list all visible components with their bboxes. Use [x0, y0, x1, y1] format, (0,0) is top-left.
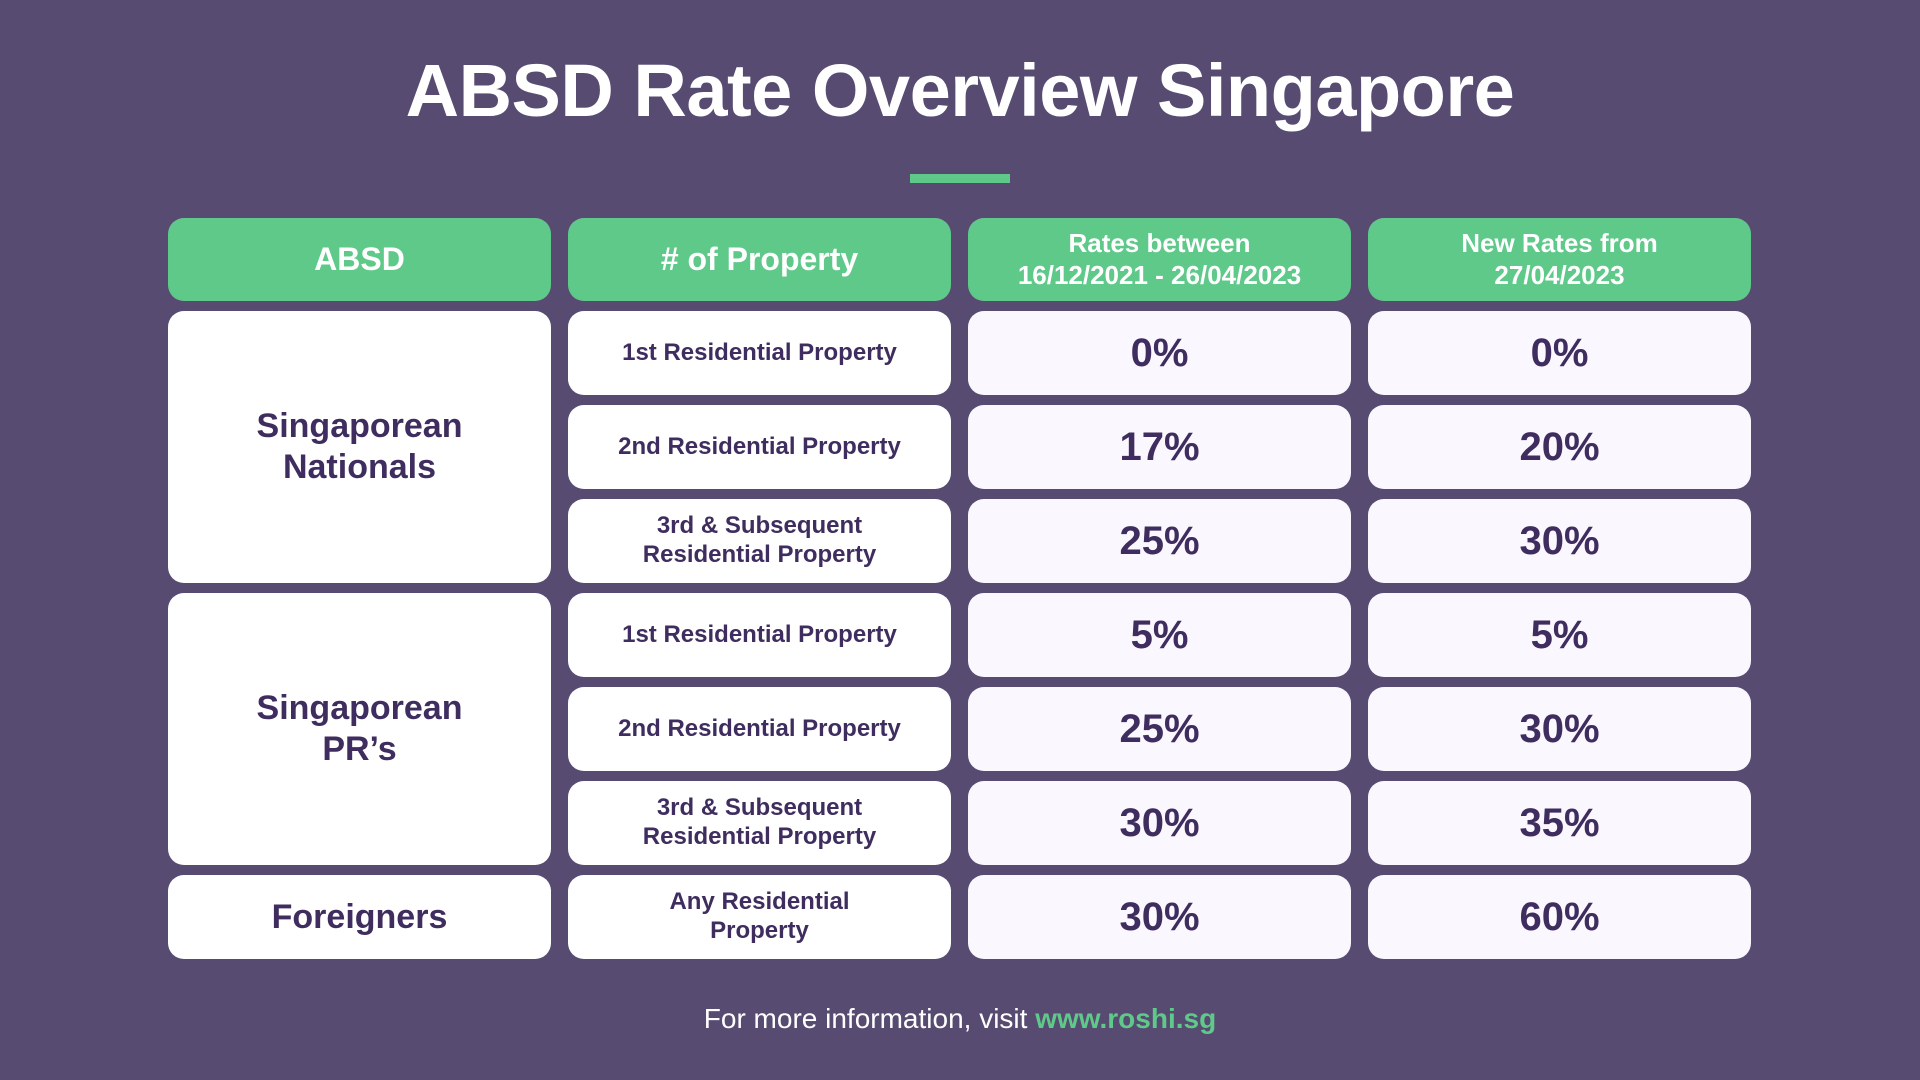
- absd-table: ABSD # of Property Rates between 16/12/2…: [168, 218, 1751, 959]
- property-cell: 2nd Residential Property: [568, 405, 951, 489]
- footer-text: For more information, visit: [703, 1003, 1036, 1034]
- header-property: # of Property: [568, 218, 951, 301]
- property-cell: 3rd & Subsequent Residential Property: [568, 781, 951, 865]
- property-cell: 3rd & Subsequent Residential Property: [568, 499, 951, 583]
- new-rate-cell: 60%: [1368, 875, 1751, 959]
- header-absd: ABSD: [168, 218, 551, 301]
- old-rate-cell: 30%: [968, 781, 1351, 865]
- category-prs: Singaporean PR’s: [168, 593, 551, 865]
- old-rate-cell: 25%: [968, 687, 1351, 771]
- old-rate-cell: 5%: [968, 593, 1351, 677]
- new-rate-cell: 5%: [1368, 593, 1751, 677]
- page-title: ABSD Rate Overview Singapore: [405, 49, 1515, 132]
- old-rate-cell: 0%: [968, 311, 1351, 395]
- old-rate-cell: 30%: [968, 875, 1351, 959]
- new-rate-cell: 30%: [1368, 499, 1751, 583]
- new-rate-cell: 30%: [1368, 687, 1751, 771]
- property-cell: 2nd Residential Property: [568, 687, 951, 771]
- new-rate-cell: 35%: [1368, 781, 1751, 865]
- website-link[interactable]: www.roshi.sg: [1035, 1003, 1217, 1034]
- title-accent-bar: [910, 174, 1010, 183]
- property-cell: 1st Residential Property: [568, 593, 951, 677]
- footer: For more information, visit www.roshi.sg: [0, 1003, 1920, 1035]
- old-rate-cell: 17%: [968, 405, 1351, 489]
- old-rate-cell: 25%: [968, 499, 1351, 583]
- category-foreigners: Foreigners: [168, 875, 551, 959]
- header-new-rates: New Rates from 27/04/2023: [1368, 218, 1751, 301]
- new-rate-cell: 20%: [1368, 405, 1751, 489]
- category-nationals: Singaporean Nationals: [168, 311, 551, 583]
- header-old-rates: Rates between 16/12/2021 - 26/04/2023: [968, 218, 1351, 301]
- new-rate-cell: 0%: [1368, 311, 1751, 395]
- property-cell: Any Residential Property: [568, 875, 951, 959]
- property-cell: 1st Residential Property: [568, 311, 951, 395]
